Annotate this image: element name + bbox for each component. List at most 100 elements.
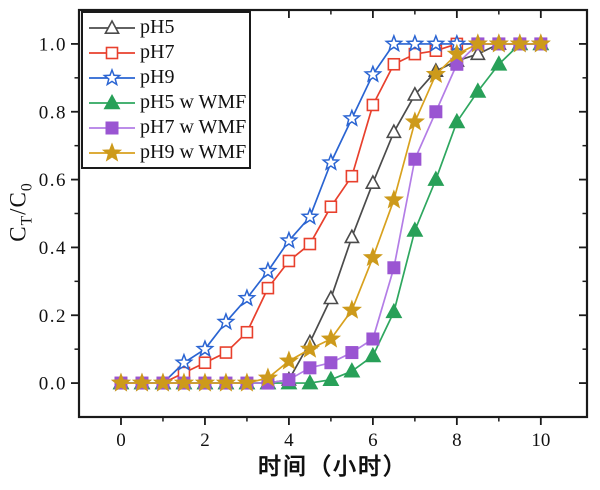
marker-pH9-w-WMF <box>320 328 341 348</box>
marker-pH7-w-WMF <box>366 332 380 346</box>
marker-pH7 <box>324 200 338 214</box>
y-tick-label: 0.6 <box>39 170 67 191</box>
x-tick-label: 4 <box>284 430 294 451</box>
marker-pH5 <box>104 18 120 34</box>
marker-pH9-w-WMF <box>215 372 237 392</box>
marker-pH5 <box>322 289 339 305</box>
legend-sample-star-filled-icon <box>89 141 135 162</box>
marker-pH5 <box>469 45 486 61</box>
marker-pH7 <box>408 47 422 61</box>
marker-pH7 <box>303 237 317 251</box>
legend-item-pH9: pH9 <box>88 66 247 90</box>
marker-pH5 <box>364 174 381 189</box>
marker-pH5-w-WMF <box>448 112 466 129</box>
y-tick-label: 0.8 <box>39 102 67 123</box>
marker-pH5-w-WMF <box>427 170 445 186</box>
legend-item-pH5-w-WMF: pH5 w WMF <box>88 91 247 115</box>
marker-pH7 <box>387 57 401 71</box>
legend-sample-triangle-filled-icon <box>89 93 135 109</box>
marker-pH7-w-WMF <box>387 261 401 275</box>
legend-sample-square-open-icon <box>89 46 135 59</box>
x-tick-label: 2 <box>200 430 210 451</box>
marker-pH5-w-WMF <box>385 302 403 319</box>
marker-pH5 <box>406 86 423 101</box>
marker-pH7-w-WMF <box>105 121 119 134</box>
marker-pH9 <box>384 33 404 53</box>
marker-pH5-w-WMF <box>103 93 121 109</box>
legend-sample-triangle-open-icon <box>89 18 135 34</box>
x-axis-title: 时间（小时） <box>258 453 408 479</box>
marker-pH9-w-WMF <box>194 372 216 392</box>
legend: pH5 pH7 pH9 pH5 w WMF pH7 w WMF pH9 w WMF <box>81 11 251 169</box>
y-tick-label: 0.2 <box>39 306 67 327</box>
plot-border <box>77 8 589 419</box>
y-tick-label: 0.4 <box>39 238 67 259</box>
marker-pH7 <box>240 325 254 339</box>
marker-pH9 <box>216 311 236 331</box>
marker-pH5-w-WMF <box>322 370 340 386</box>
marker-pH9-w-WMF <box>131 372 153 392</box>
x-tick-label: 8 <box>452 430 462 451</box>
x-tick-label: 0 <box>116 430 126 451</box>
marker-pH7 <box>366 98 380 112</box>
series-pH9-w-WMF <box>110 33 551 392</box>
marker-pH7-w-WMF <box>324 356 338 370</box>
marker-pH9 <box>195 339 215 358</box>
legend-label: pH9 <box>140 66 175 88</box>
marker-pH5-w-WMF <box>364 346 382 363</box>
marker-pH9-w-WMF <box>257 367 279 387</box>
marker-pH9-w-WMF <box>101 141 123 162</box>
marker-pH5-w-WMF <box>343 362 361 378</box>
y-tick-label: 0.0 <box>39 374 67 395</box>
marker-pH7 <box>198 356 212 370</box>
marker-pH5 <box>343 228 360 244</box>
legend-item-pH7-w-WMF: pH7 w WMF <box>88 116 247 140</box>
marker-pH7 <box>261 281 275 295</box>
y-tick-label: 1.0 <box>39 34 67 55</box>
marker-pH7-w-WMF <box>282 373 296 387</box>
marker-pH9-w-WMF <box>278 350 300 370</box>
legend-item-pH5: pH5 <box>88 16 247 40</box>
legend-sample-square-filled-icon <box>89 121 135 134</box>
legend-label: pH7 w WMF <box>140 116 247 138</box>
marker-pH9-w-WMF <box>446 43 467 63</box>
marker-pH9-w-WMF <box>236 372 258 392</box>
marker-pH5-w-WMF <box>301 374 319 390</box>
marker-pH9 <box>405 33 425 53</box>
marker-pH7 <box>282 254 296 268</box>
marker-pH9 <box>237 288 257 307</box>
legend-label: pH7 <box>140 41 175 63</box>
legend-item-pH7: pH7 <box>88 41 247 65</box>
legend-label: pH9 w WMF <box>140 141 247 163</box>
y-axis-title-sub-t: T <box>18 214 36 226</box>
legend-label: pH5 <box>140 16 175 38</box>
y-axis-title-base: C <box>5 225 31 242</box>
marker-pH9 <box>342 108 362 127</box>
legend-item-pH9-w-WMF: pH9 w WMF <box>88 141 247 165</box>
marker-pH5-w-WMF <box>469 82 487 98</box>
x-tick-label: 10 <box>531 430 550 451</box>
marker-pH7-w-WMF <box>345 346 359 360</box>
y-axis-title: CT/C0 <box>6 182 37 241</box>
marker-pH7-w-WMF <box>429 105 443 119</box>
marker-pH7 <box>219 346 233 359</box>
marker-pH9-w-WMF <box>404 111 425 131</box>
legend-label: pH5 w WMF <box>140 91 247 113</box>
marker-pH9 <box>279 230 299 249</box>
y-axis-title-base2: /C <box>5 191 31 215</box>
y-axis-title-sub-0: 0 <box>18 182 36 192</box>
legend-sample-star-open-icon <box>89 67 135 86</box>
marker-pH9-w-WMF <box>152 372 174 392</box>
marker-pH9 <box>174 352 194 371</box>
marker-pH9 <box>102 67 122 86</box>
marker-pH9-w-WMF <box>383 189 404 209</box>
marker-pH9-w-WMF <box>530 33 551 53</box>
x-tick-label: 6 <box>368 430 378 451</box>
marker-pH9-w-WMF <box>341 299 362 319</box>
marker-pH9 <box>426 33 446 53</box>
marker-pH7 <box>345 169 359 183</box>
marker-pH5-w-WMF <box>490 55 508 71</box>
marker-pH9 <box>300 206 320 226</box>
